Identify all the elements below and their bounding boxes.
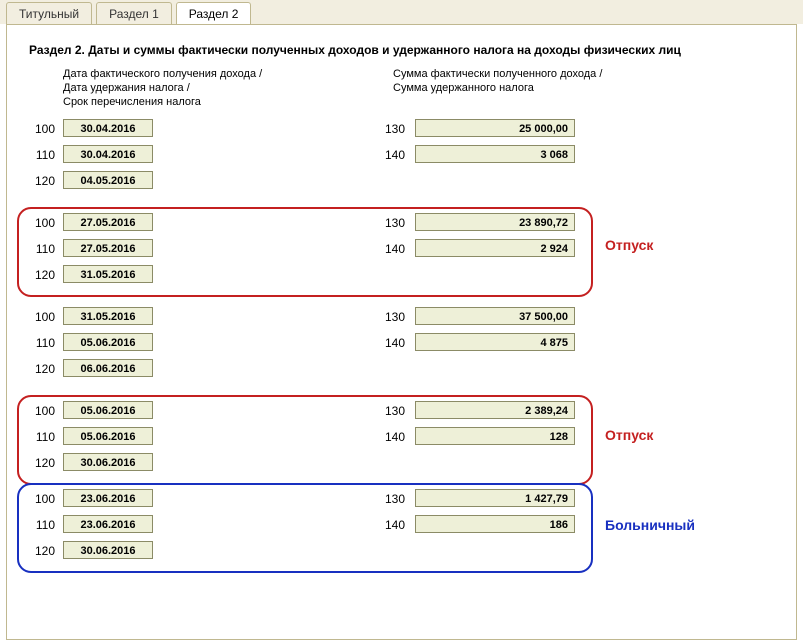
field-date-b0-100[interactable]: 30.04.2016 [63, 119, 153, 137]
code-130: 130 [379, 492, 405, 506]
field-amt-b2-130[interactable]: 37 500,00 [415, 307, 575, 325]
header-left-line1: Дата фактического получения дохода / [63, 67, 363, 81]
header-left-line3: Срок перечисления налога [63, 95, 363, 109]
field-date-b3-110[interactable]: 05.06.2016 [63, 427, 153, 445]
page-content: Раздел 2. Даты и суммы фактически получе… [6, 24, 797, 640]
field-date-b4-120[interactable]: 30.06.2016 [63, 541, 153, 559]
tab-section-2[interactable]: Раздел 2 [176, 2, 252, 24]
code-120: 120 [29, 456, 55, 470]
header-right-line2: Сумма удержанного налога [393, 81, 693, 95]
field-amt-b3-130[interactable]: 2 389,24 [415, 401, 575, 419]
code-130: 130 [379, 404, 405, 418]
tab-label: Титульный [19, 7, 79, 21]
code-100: 100 [29, 404, 55, 418]
section-title: Раздел 2. Даты и суммы фактически получе… [29, 43, 774, 57]
annotation-3: Больничный [605, 517, 695, 533]
code-130: 130 [379, 216, 405, 230]
row-b2-110: 110 05.06.2016 140 4 875 [29, 333, 774, 359]
header-left: Дата фактического получения дохода / Дат… [63, 67, 363, 109]
code-100: 100 [29, 492, 55, 506]
tab-label: Раздел 2 [189, 7, 239, 21]
code-110: 110 [29, 518, 55, 532]
tab-title-page[interactable]: Титульный [6, 2, 92, 24]
field-date-b2-120[interactable]: 06.06.2016 [63, 359, 153, 377]
row-b1-110: 110 27.05.2016 140 2 924 [29, 239, 774, 265]
code-130: 130 [379, 310, 405, 324]
row-b3-110: 110 05.06.2016 140 128 [29, 427, 774, 453]
field-amt-b1-140[interactable]: 2 924 [415, 239, 575, 257]
spacer [29, 385, 774, 401]
code-140: 140 [379, 242, 405, 256]
annotation-2: Отпуск [605, 427, 653, 443]
header-right-line1: Сумма фактически полученного дохода / [393, 67, 693, 81]
row-b3-120: 120 30.06.2016 [29, 453, 774, 479]
field-date-b4-100[interactable]: 23.06.2016 [63, 489, 153, 507]
field-date-b3-120[interactable]: 30.06.2016 [63, 453, 153, 471]
tab-section-1[interactable]: Раздел 1 [96, 2, 172, 24]
code-140: 140 [379, 430, 405, 444]
row-b4-100: 100 23.06.2016 130 1 427,79 [29, 489, 774, 515]
code-120: 120 [29, 174, 55, 188]
field-date-b0-120[interactable]: 04.05.2016 [63, 171, 153, 189]
code-100: 100 [29, 310, 55, 324]
field-amt-b2-140[interactable]: 4 875 [415, 333, 575, 351]
code-110: 110 [29, 336, 55, 350]
annotation-1: Отпуск [605, 237, 653, 253]
row-b2-100: 100 31.05.2016 130 37 500,00 [29, 307, 774, 333]
row-b4-120: 120 30.06.2016 [29, 541, 774, 567]
header-right: Сумма фактически полученного дохода / Су… [393, 67, 693, 109]
code-120: 120 [29, 362, 55, 376]
row-b2-120: 120 06.06.2016 [29, 359, 774, 385]
code-130: 130 [379, 122, 405, 136]
code-120: 120 [29, 544, 55, 558]
field-date-b2-100[interactable]: 31.05.2016 [63, 307, 153, 325]
field-amt-b1-130[interactable]: 23 890,72 [415, 213, 575, 231]
field-date-b3-100[interactable]: 05.06.2016 [63, 401, 153, 419]
field-amt-b0-140[interactable]: 3 068 [415, 145, 575, 163]
row-b3-100: 100 05.06.2016 130 2 389,24 [29, 401, 774, 427]
code-100: 100 [29, 122, 55, 136]
field-amt-b4-140[interactable]: 186 [415, 515, 575, 533]
field-date-b1-100[interactable]: 27.05.2016 [63, 213, 153, 231]
row-b0-100: 100 30.04.2016 130 25 000,00 [29, 119, 774, 145]
field-amt-b3-140[interactable]: 128 [415, 427, 575, 445]
code-120: 120 [29, 268, 55, 282]
code-110: 110 [29, 430, 55, 444]
code-140: 140 [379, 518, 405, 532]
column-headers: Дата фактического получения дохода / Дат… [29, 67, 774, 109]
row-b0-110: 110 30.04.2016 140 3 068 [29, 145, 774, 171]
field-date-b0-110[interactable]: 30.04.2016 [63, 145, 153, 163]
tab-strip: Титульный Раздел 1 Раздел 2 [0, 0, 803, 24]
app-canvas: Титульный Раздел 1 Раздел 2 Раздел 2. Да… [0, 0, 803, 644]
code-110: 110 [29, 148, 55, 162]
field-date-b1-120[interactable]: 31.05.2016 [63, 265, 153, 283]
tab-label: Раздел 1 [109, 7, 159, 21]
field-date-b1-110[interactable]: 27.05.2016 [63, 239, 153, 257]
blocks-area: 100 30.04.2016 130 25 000,00 110 30.04.2… [29, 119, 774, 567]
code-100: 100 [29, 216, 55, 230]
code-140: 140 [379, 148, 405, 162]
spacer [29, 291, 774, 307]
row-b1-100: 100 27.05.2016 130 23 890,72 [29, 213, 774, 239]
row-b0-120: 120 04.05.2016 [29, 171, 774, 197]
code-140: 140 [379, 336, 405, 350]
field-amt-b4-130[interactable]: 1 427,79 [415, 489, 575, 507]
field-date-b2-110[interactable]: 05.06.2016 [63, 333, 153, 351]
row-b1-120: 120 31.05.2016 [29, 265, 774, 291]
spacer [29, 479, 774, 489]
code-110: 110 [29, 242, 55, 256]
header-left-line2: Дата удержания налога / [63, 81, 363, 95]
field-date-b4-110[interactable]: 23.06.2016 [63, 515, 153, 533]
spacer [29, 197, 774, 213]
field-amt-b0-130[interactable]: 25 000,00 [415, 119, 575, 137]
